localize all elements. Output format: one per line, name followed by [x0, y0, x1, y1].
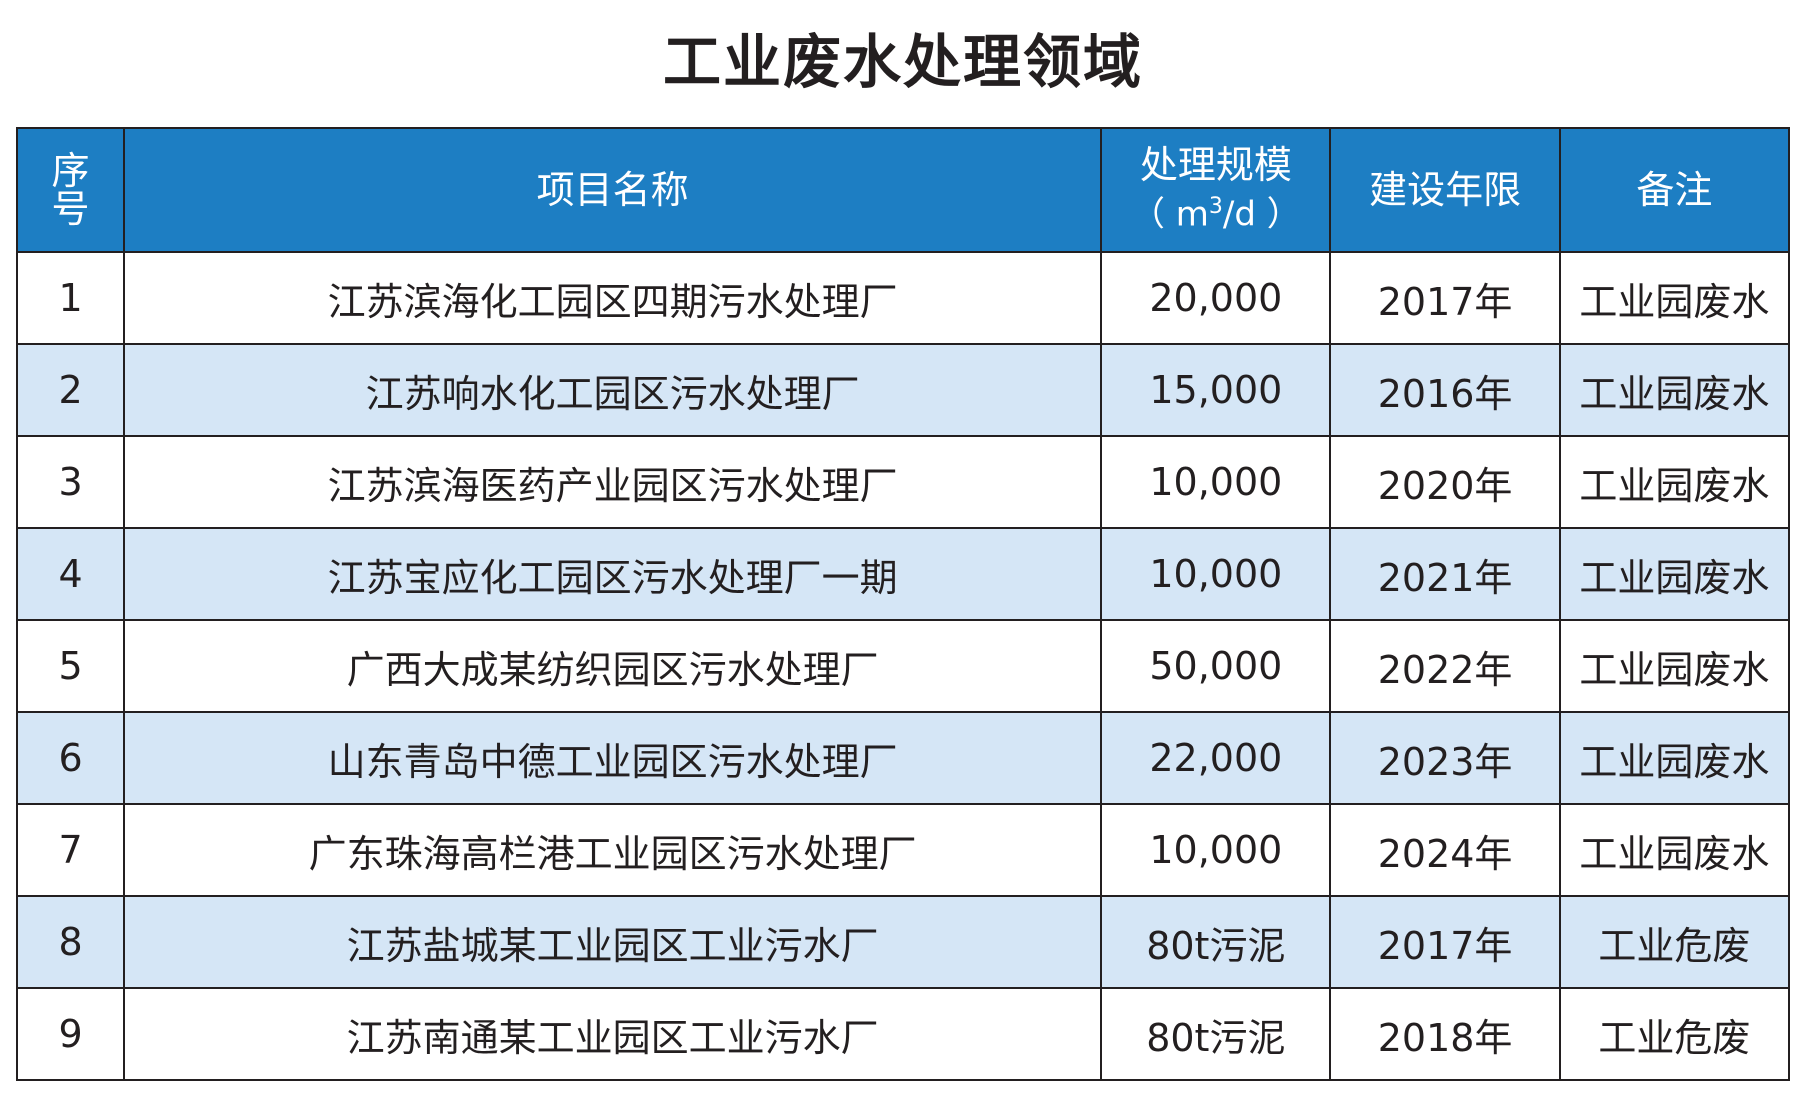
cell-name: 江苏响水化工园区污水处理厂	[123, 343, 1103, 437]
cell-scale: 80t污泥	[1100, 987, 1332, 1081]
cell-name: 江苏滨海医药产业园区污水处理厂	[123, 435, 1103, 529]
header-scale-unit-pre: （ m	[1130, 194, 1209, 235]
header-note: 备注	[1558, 127, 1791, 253]
cell-name: 江苏盐城某工业园区工业污水厂	[123, 895, 1103, 989]
project-table: 序 号 项目名称 处理规模 （ m3/d ） 建设年限 备注 1 江苏滨海化工园…	[15, 127, 1791, 1081]
cell-note: 工业园废水	[1558, 619, 1791, 713]
cell-note: 工业园废水	[1558, 435, 1791, 529]
cell-scale: 15,000	[1100, 343, 1332, 437]
cell-no: 3	[15, 435, 126, 529]
cell-year: 2018年	[1329, 987, 1561, 1081]
cell-year: 2020年	[1329, 435, 1561, 529]
header-year: 建设年限	[1329, 127, 1561, 253]
table-body: 1 江苏滨海化工园区四期污水处理厂 20,000 2017年 工业园废水 2 江…	[15, 251, 1791, 1081]
cell-note: 工业危废	[1558, 987, 1791, 1081]
table-row: 3 江苏滨海医药产业园区污水处理厂 10,000 2020年 工业园废水	[15, 435, 1791, 529]
table-row: 9 江苏南通某工业园区工业污水厂 80t污泥 2018年 工业危废	[15, 987, 1791, 1081]
page-title: 工业废水处理领域	[662, 28, 1143, 96]
cell-note: 工业园废水	[1558, 251, 1791, 345]
cell-no: 4	[15, 527, 126, 621]
cell-note: 工业园废水	[1558, 803, 1791, 897]
cell-scale: 10,000	[1100, 435, 1332, 529]
cell-year: 2023年	[1329, 711, 1561, 805]
table-row: 8 江苏盐城某工业园区工业污水厂 80t污泥 2017年 工业危废	[15, 895, 1791, 989]
cell-name: 江苏滨海化工园区四期污水处理厂	[123, 251, 1103, 345]
header-scale-unit: （ m3/d ）	[1103, 186, 1328, 235]
table-row: 2 江苏响水化工园区污水处理厂 15,000 2016年 工业园废水	[15, 343, 1791, 437]
cell-year: 2022年	[1329, 619, 1561, 713]
header-scale-unit-sup: 3	[1208, 194, 1223, 220]
cell-no: 1	[15, 251, 126, 345]
cell-scale: 10,000	[1100, 803, 1332, 897]
header-name: 项目名称	[123, 127, 1103, 253]
cell-scale: 20,000	[1100, 251, 1332, 345]
cell-note: 工业园废水	[1558, 527, 1791, 621]
header-no: 序 号	[15, 127, 126, 253]
cell-scale: 10,000	[1100, 527, 1332, 621]
cell-year: 2024年	[1329, 803, 1561, 897]
cell-scale: 22,000	[1100, 711, 1332, 805]
cell-no: 8	[15, 895, 126, 989]
cell-year: 2021年	[1329, 527, 1561, 621]
table-row: 1 江苏滨海化工园区四期污水处理厂 20,000 2017年 工业园废水	[15, 251, 1791, 345]
cell-note: 工业园废水	[1558, 711, 1791, 805]
cell-scale: 80t污泥	[1100, 895, 1332, 989]
table-row: 6 山东青岛中德工业园区污水处理厂 22,000 2023年 工业园废水	[15, 711, 1791, 805]
header-scale: 处理规模 （ m3/d ）	[1100, 127, 1332, 253]
cell-no: 2	[15, 343, 126, 437]
header-no-line1: 序	[51, 149, 90, 193]
cell-year: 2017年	[1329, 895, 1561, 989]
cell-note: 工业园废水	[1558, 343, 1791, 437]
header-scale-line1: 处理规模	[1139, 143, 1292, 188]
header-no-line2: 号	[51, 187, 90, 231]
table-row: 7 广东珠海高栏港工业园区污水处理厂 10,000 2024年 工业园废水	[15, 803, 1791, 897]
cell-name: 广东珠海高栏港工业园区污水处理厂	[123, 803, 1103, 897]
cell-no: 7	[15, 803, 126, 897]
cell-name: 广西大成某纺织园区污水处理厂	[123, 619, 1103, 713]
cell-scale: 50,000	[1100, 619, 1332, 713]
cell-year: 2017年	[1329, 251, 1561, 345]
cell-no: 6	[15, 711, 126, 805]
cell-name: 山东青岛中德工业园区污水处理厂	[123, 711, 1103, 805]
header-row: 序 号 项目名称 处理规模 （ m3/d ） 建设年限 备注	[15, 127, 1791, 253]
cell-note: 工业危废	[1558, 895, 1791, 989]
table-row: 4 江苏宝应化工园区污水处理厂一期 10,000 2021年 工业园废水	[15, 527, 1791, 621]
cell-no: 5	[15, 619, 126, 713]
cell-year: 2016年	[1329, 343, 1561, 437]
table-header: 序 号 项目名称 处理规模 （ m3/d ） 建设年限 备注	[15, 127, 1791, 253]
cell-no: 9	[15, 987, 126, 1081]
cell-name: 江苏南通某工业园区工业污水厂	[123, 987, 1103, 1081]
header-scale-unit-post: /d ）	[1222, 194, 1301, 235]
cell-name: 江苏宝应化工园区污水处理厂一期	[123, 527, 1103, 621]
table-row: 5 广西大成某纺织园区污水处理厂 50,000 2022年 工业园废水	[15, 619, 1791, 713]
